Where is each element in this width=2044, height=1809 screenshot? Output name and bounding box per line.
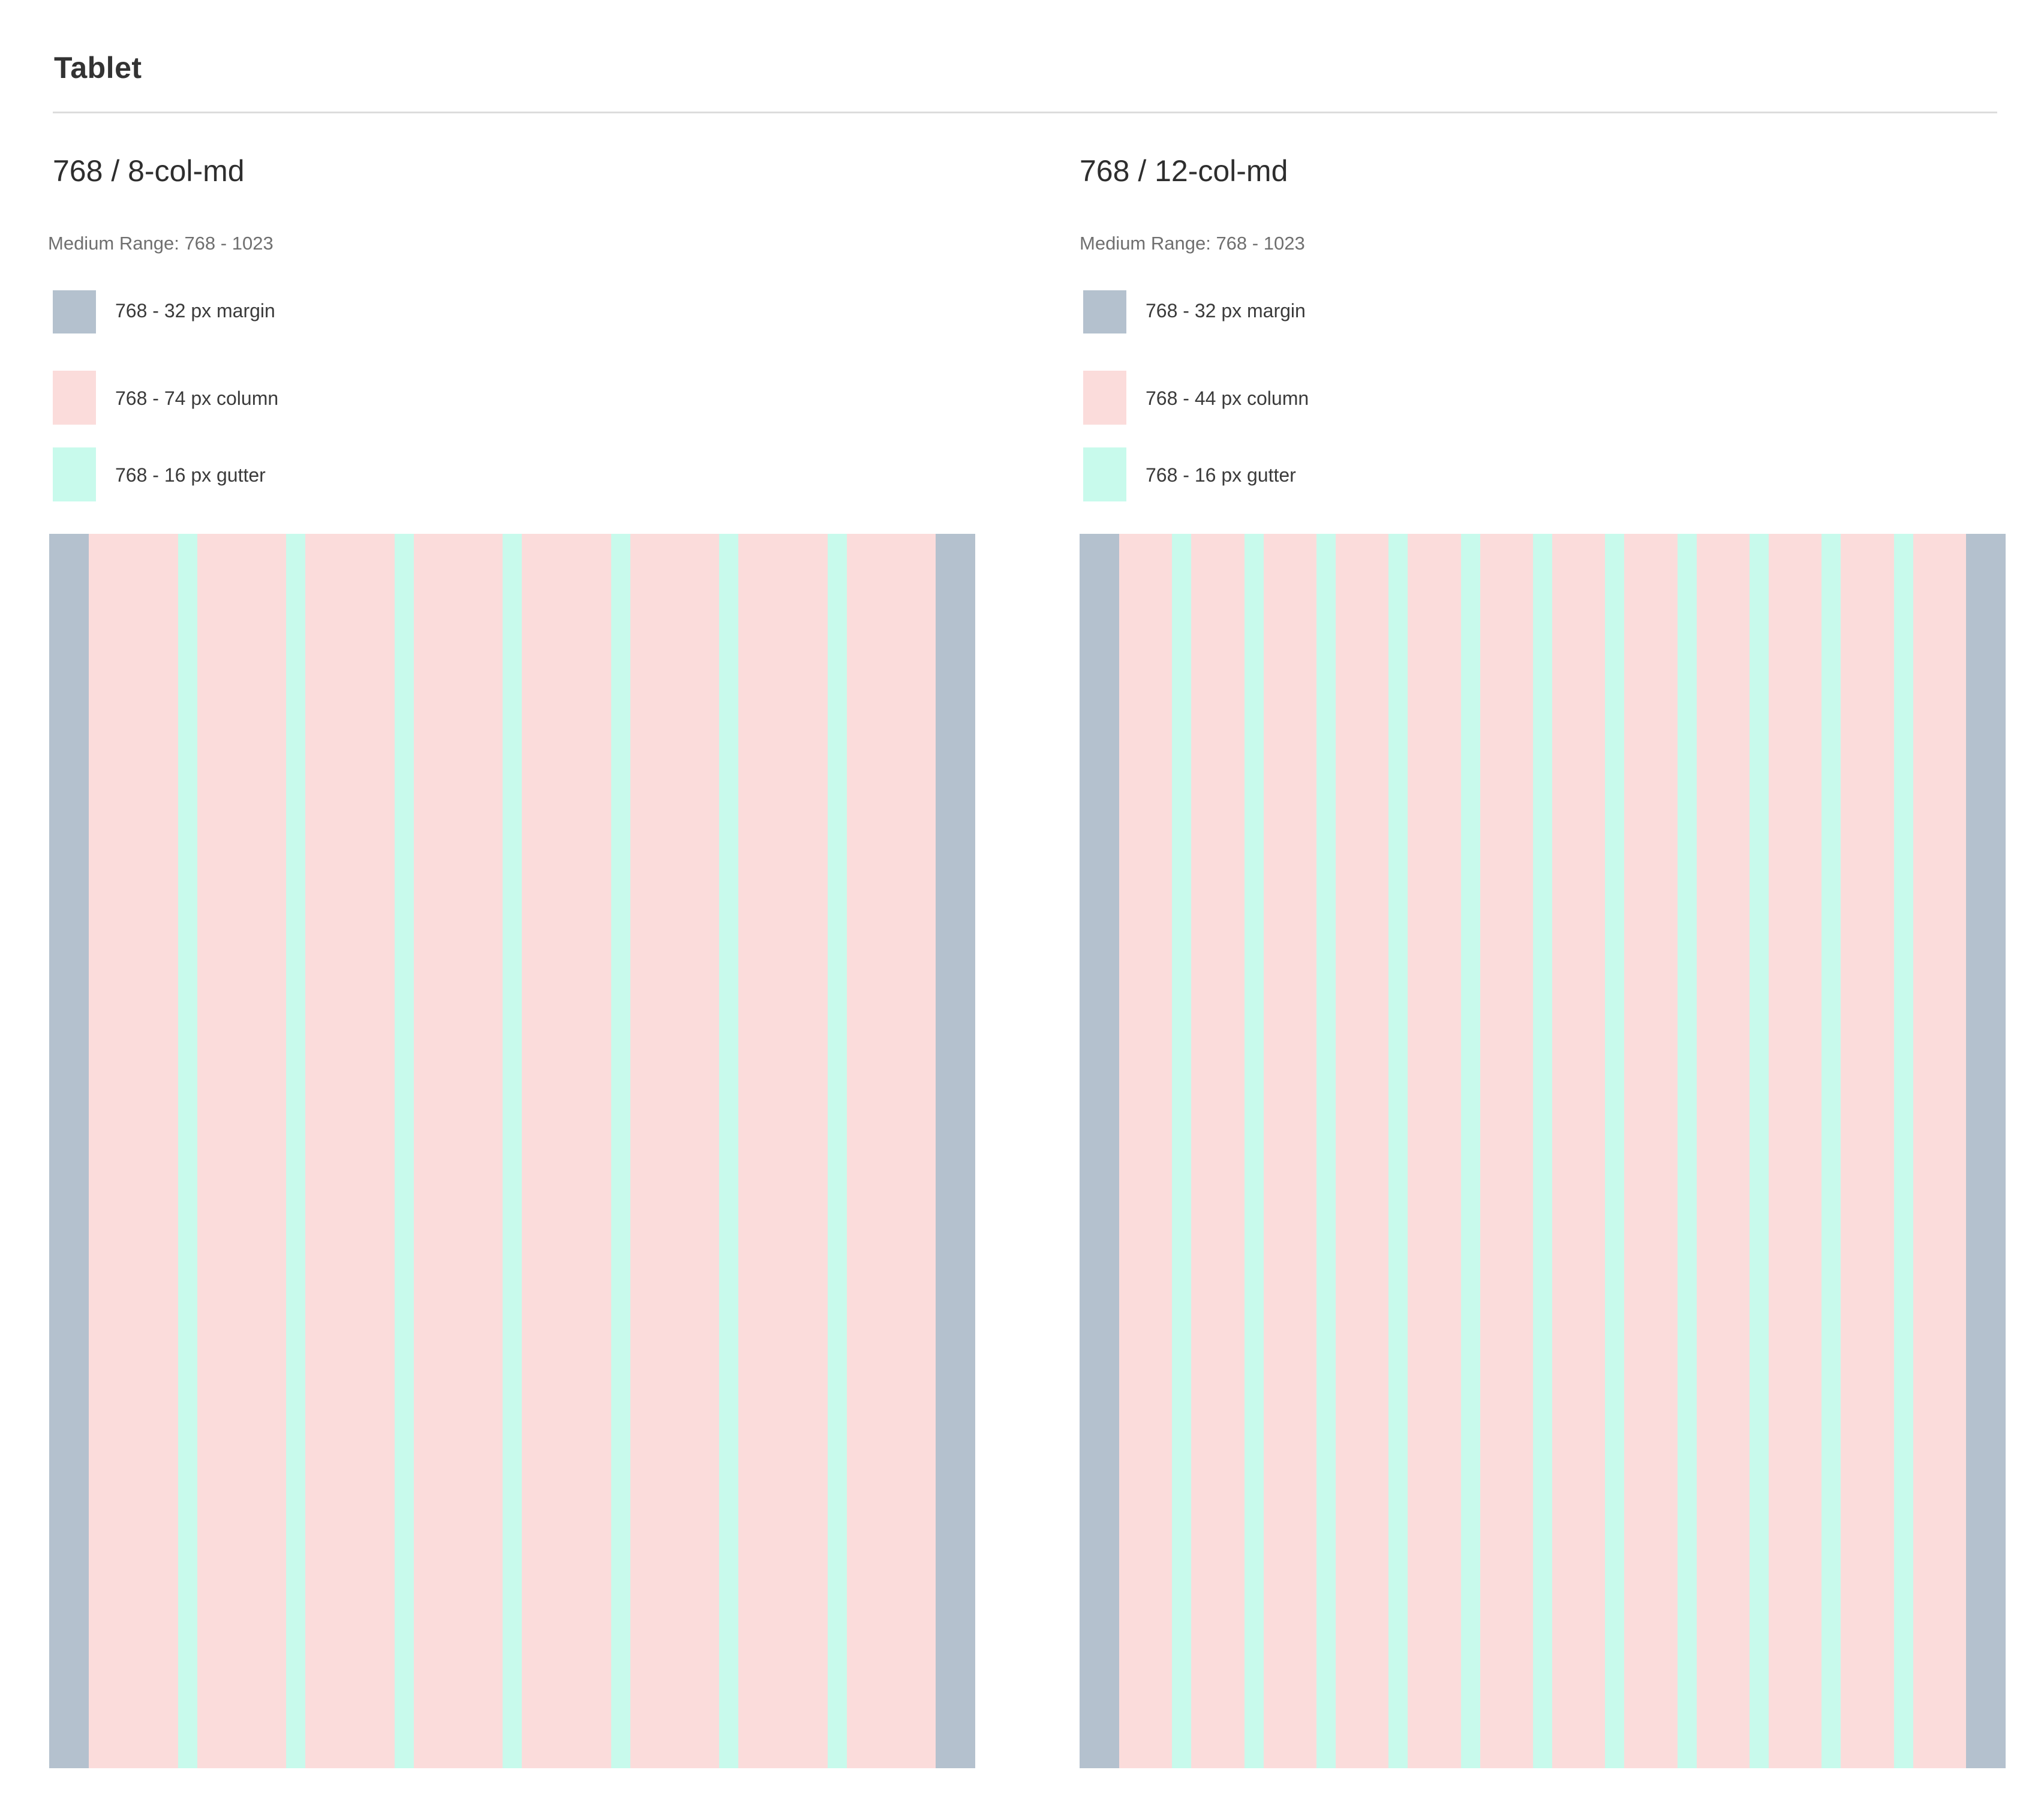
grid-column	[305, 534, 395, 1768]
grid-gutter	[611, 534, 630, 1768]
grid-column	[1119, 534, 1173, 1768]
grid-column	[89, 534, 178, 1768]
grid-gutter	[1821, 534, 1841, 1768]
legend-label-gutter: 768 - 16 px gutter	[1146, 464, 1296, 486]
grid-column	[1768, 534, 1822, 1768]
grid-column	[1191, 534, 1245, 1768]
margin-swatch	[53, 290, 96, 333]
range-text: Medium Range: 768 - 1023	[48, 233, 273, 254]
grid-column	[1696, 534, 1750, 1768]
grid-margin-right	[936, 534, 975, 1768]
grid-column	[1335, 534, 1389, 1768]
grid-column	[1408, 534, 1461, 1768]
section-divider	[53, 112, 1997, 113]
grid-column	[630, 534, 719, 1768]
grid-gutter	[1893, 534, 1913, 1768]
grid-gutter	[1244, 534, 1264, 1768]
grid-gutter	[1172, 534, 1192, 1768]
grid-panel-8-col: 768 / 8-col-md Medium Range: 768 - 1023 …	[48, 154, 975, 1768]
legend-label-gutter: 768 - 16 px gutter	[115, 464, 266, 486]
grid-title: 768 / 12-col-md	[1080, 154, 1288, 188]
grid-panel-12-col: 768 / 12-col-md Medium Range: 768 - 1023…	[1029, 0, 2044, 1809]
grid-gutter	[827, 534, 847, 1768]
column-swatch	[1083, 371, 1126, 425]
grid-column	[1480, 534, 1533, 1768]
legend-label-margin: 768 - 32 px margin	[1146, 300, 1306, 321]
grid-column	[738, 534, 828, 1768]
grid-gutter	[1677, 534, 1697, 1768]
grid-gutter	[719, 534, 738, 1768]
grid-column	[1913, 534, 1966, 1768]
grid-gutter	[1460, 534, 1480, 1768]
grid-column	[522, 534, 611, 1768]
grid-column	[846, 534, 936, 1768]
grid-column	[1552, 534, 1606, 1768]
grid-gutter	[1605, 534, 1625, 1768]
grid-gutter	[394, 534, 414, 1768]
grid-gutter	[1532, 534, 1552, 1768]
grid-gutter	[178, 534, 197, 1768]
grid-column	[413, 534, 503, 1768]
grid-gutter	[503, 534, 522, 1768]
grid-visualization-12-col	[1080, 534, 2006, 1768]
grid-column	[1624, 534, 1678, 1768]
grid-column	[1263, 534, 1316, 1768]
grid-gutter	[1388, 534, 1408, 1768]
section-title: Tablet	[54, 51, 142, 85]
grid-margin-right	[1965, 534, 2006, 1768]
column-swatch	[53, 371, 96, 425]
margin-swatch	[1083, 290, 1126, 333]
grid-margin-left	[1080, 534, 1119, 1768]
gutter-swatch	[1083, 447, 1126, 501]
legend-label-column: 768 - 44 px column	[1146, 387, 1309, 409]
grid-visualization-8-col	[49, 534, 975, 1768]
grid-title: 768 / 8-col-md	[53, 154, 245, 188]
grid-column	[197, 534, 286, 1768]
grid-column	[1841, 534, 1894, 1768]
gutter-swatch	[53, 447, 96, 501]
legend-label-margin: 768 - 32 px margin	[115, 300, 275, 321]
grid-gutter	[1749, 534, 1769, 1768]
grid-margin-left	[49, 534, 89, 1768]
grid-gutter	[286, 534, 305, 1768]
range-text: Medium Range: 768 - 1023	[1080, 233, 1305, 254]
legend-label-column: 768 - 74 px column	[115, 387, 279, 409]
grid-gutter	[1316, 534, 1336, 1768]
